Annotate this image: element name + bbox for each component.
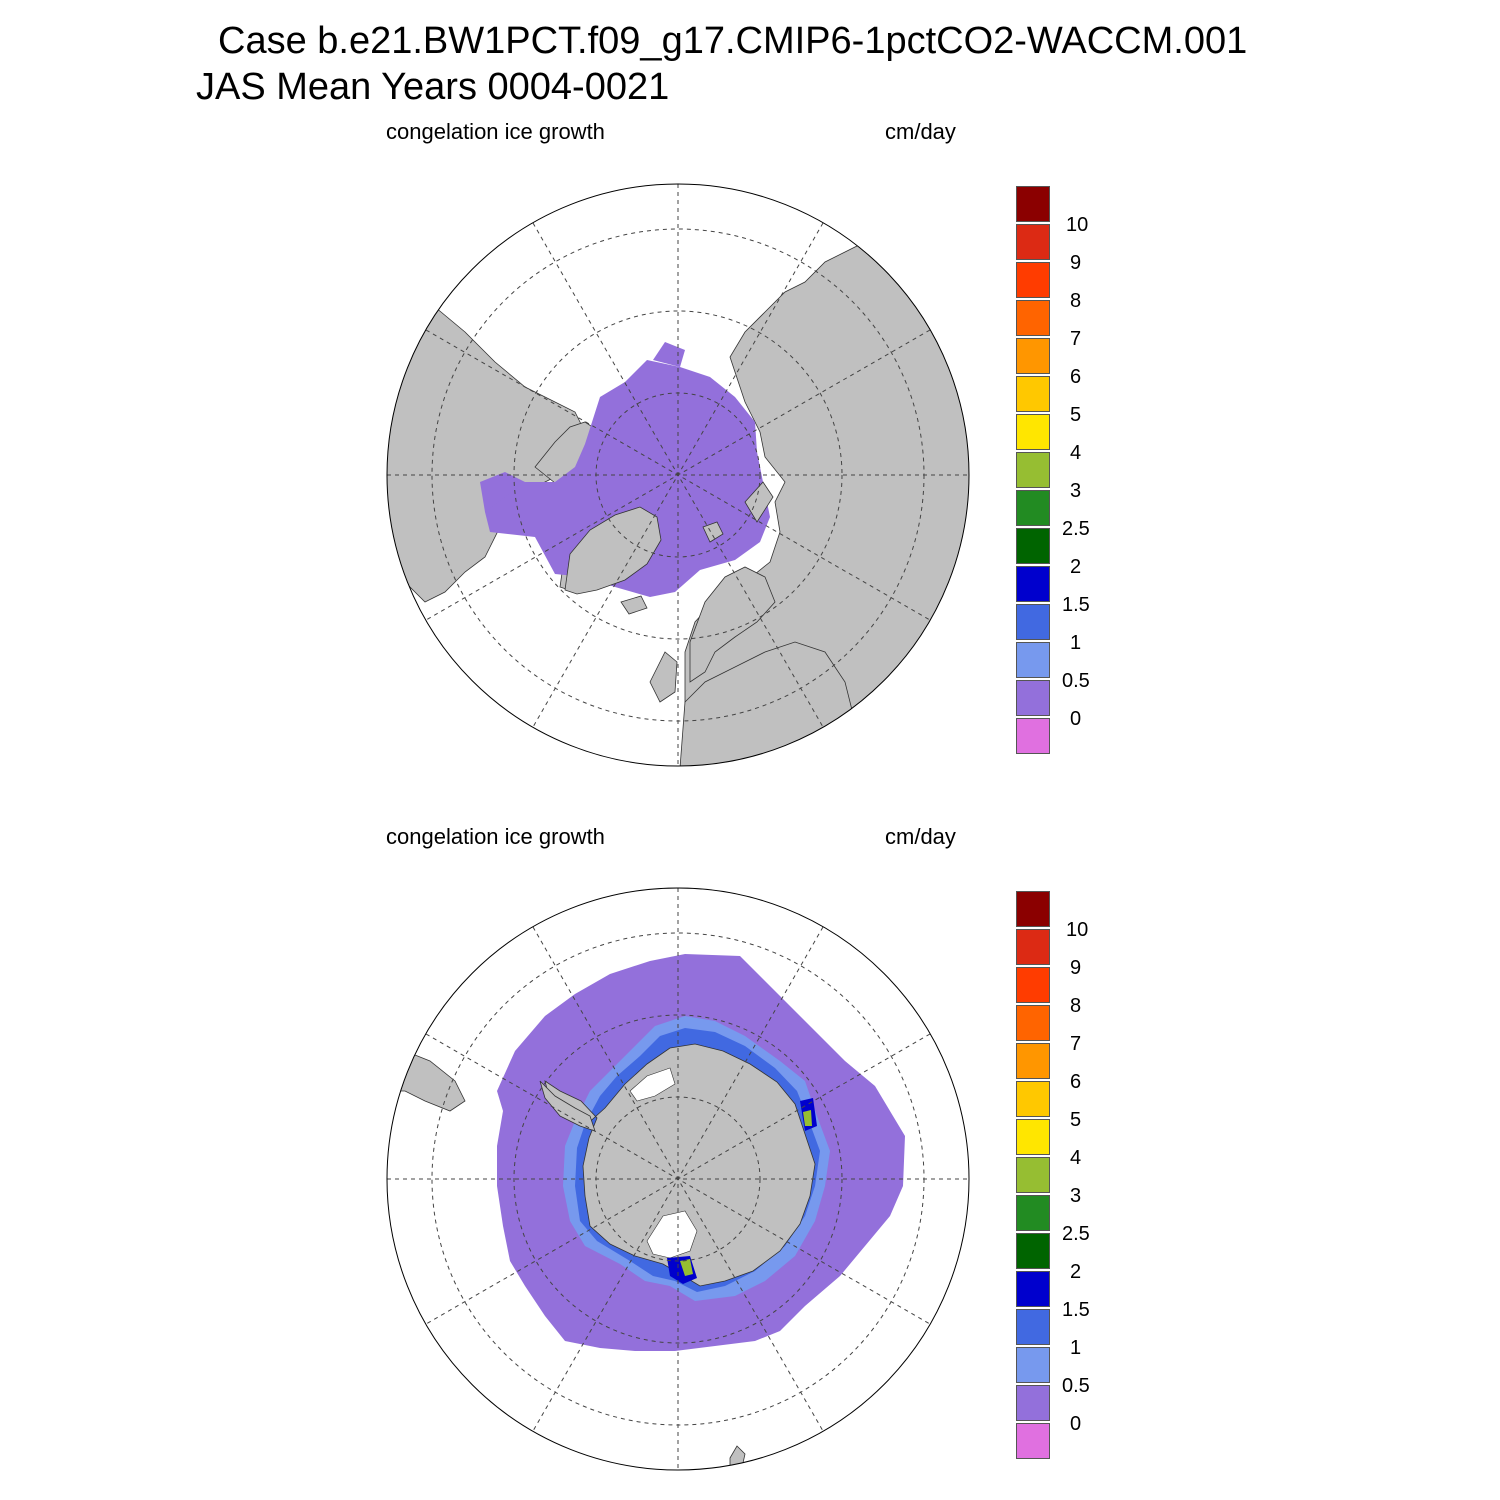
south-colorbar-label: 0 <box>1070 1413 1082 1435</box>
south-colorbar-box-10 <box>1016 1271 1050 1307</box>
south-variable-label: congelation ice growth <box>386 824 605 849</box>
north-colorbar-label: 4 <box>1070 442 1082 464</box>
south-colorbar-label: 3 <box>1070 1185 1082 1207</box>
south-colorbar-label: 6 <box>1070 1071 1082 1093</box>
south-colorbar-label: 2.5 <box>1062 1223 1090 1245</box>
south-colorbar-box-7 <box>1016 1157 1050 1193</box>
weddell-ice-shelf <box>629 1067 676 1102</box>
arctic-ice-cover <box>485 360 770 597</box>
north-colorbar-label: 8 <box>1070 290 1082 312</box>
south-colorbar-box-5 <box>1016 1081 1050 1117</box>
north-units-label: cm/day <box>885 119 956 144</box>
north-colorbar-label: 6 <box>1070 366 1082 388</box>
south-colorbar-box-4 <box>1016 1043 1050 1079</box>
south-colorbar-label: 1 <box>1070 1337 1082 1359</box>
ross-ice-shelf <box>646 1210 698 1259</box>
north-colorbar-label: 0 <box>1070 708 1082 730</box>
north-colorbar-label: 1.5 <box>1062 594 1090 616</box>
north-colorbar-label: 7 <box>1070 328 1082 350</box>
south-colorbar-box-6 <box>1016 1119 1050 1155</box>
north-colorbar-box-8 <box>1016 490 1050 526</box>
south-colorbar-box-0 <box>1016 891 1050 927</box>
south-units-label: cm/day <box>885 824 956 849</box>
north-colorbar-label: 2 <box>1070 556 1082 578</box>
north-colorbar-label: 0.5 <box>1062 670 1090 692</box>
iceland-land <box>620 595 648 615</box>
south-colorbar-label: 8 <box>1070 995 1082 1017</box>
main-title-line1: Case b.e21.BW1PCT.f09_g17.CMIP6-1pctCO2-… <box>218 20 1248 62</box>
north-colorbar-label: 5 <box>1070 404 1082 426</box>
north-colorbar-box-0 <box>1016 186 1050 222</box>
south-colorbar-label: 0.5 <box>1062 1375 1090 1397</box>
south-colorbar-box-3 <box>1016 1005 1050 1041</box>
south-polar-map <box>386 887 970 1471</box>
south-colorbar-box-2 <box>1016 967 1050 1003</box>
north-polar-map <box>386 183 970 767</box>
south-colorbar-label: 4 <box>1070 1147 1082 1169</box>
north-colorbar-box-6 <box>1016 414 1050 450</box>
north-graticule <box>387 184 969 766</box>
north-colorbar-label: 9 <box>1070 252 1082 274</box>
north-colorbar-box-13 <box>1016 680 1050 716</box>
north-colorbar-box-9 <box>1016 528 1050 564</box>
greenland-land-top <box>564 506 662 595</box>
south-colorbar-label: 2 <box>1070 1261 1082 1283</box>
south-colorbar-label: 5 <box>1070 1109 1082 1131</box>
north-colorbar-box-4 <box>1016 338 1050 374</box>
scandinavia-land <box>689 566 776 683</box>
north-colorbar-box-11 <box>1016 604 1050 640</box>
south-colorbar-label: 9 <box>1070 957 1082 979</box>
south-colorbar-label: 7 <box>1070 1033 1082 1055</box>
south-colorbar-box-11 <box>1016 1309 1050 1345</box>
south-colorbar-label: 1.5 <box>1062 1299 1090 1321</box>
north-colorbar-label: 3 <box>1070 480 1082 502</box>
north-colorbar-box-3 <box>1016 300 1050 336</box>
north-colorbar-box-14 <box>1016 718 1050 754</box>
north-colorbar-box-7 <box>1016 452 1050 488</box>
south-colorbar-box-14 <box>1016 1423 1050 1459</box>
high-growth-green-ross <box>680 1259 693 1276</box>
novaya-zemlya-land <box>744 481 774 523</box>
north-colorbar-box-1 <box>1016 224 1050 260</box>
south-graticule <box>387 888 969 1470</box>
north-colorbar-box-10 <box>1016 566 1050 602</box>
south-colorbar-box-9 <box>1016 1233 1050 1269</box>
high-growth-green-east <box>803 1110 812 1126</box>
svalbard-land <box>702 521 724 543</box>
south-colorbar-label: 10 <box>1066 919 1089 941</box>
north-colorbar-label: 1 <box>1070 632 1082 654</box>
south-colorbar-box-13 <box>1016 1385 1050 1421</box>
british-isles-land <box>649 651 678 703</box>
north-colorbar-box-2 <box>1016 262 1050 298</box>
north-variable-label: congelation ice growth <box>386 119 605 144</box>
north-colorbar-label: 2.5 <box>1062 518 1090 540</box>
north-colorbar-box-5 <box>1016 376 1050 412</box>
south-colorbar-box-12 <box>1016 1347 1050 1383</box>
main-title-line2: JAS Mean Years 0004-0021 <box>196 66 670 108</box>
north-colorbar-box-12 <box>1016 642 1050 678</box>
bering-ice <box>653 342 685 367</box>
north-colorbar-label: 10 <box>1066 214 1089 236</box>
south-colorbar-box-1 <box>1016 929 1050 965</box>
south-colorbar-box-8 <box>1016 1195 1050 1231</box>
